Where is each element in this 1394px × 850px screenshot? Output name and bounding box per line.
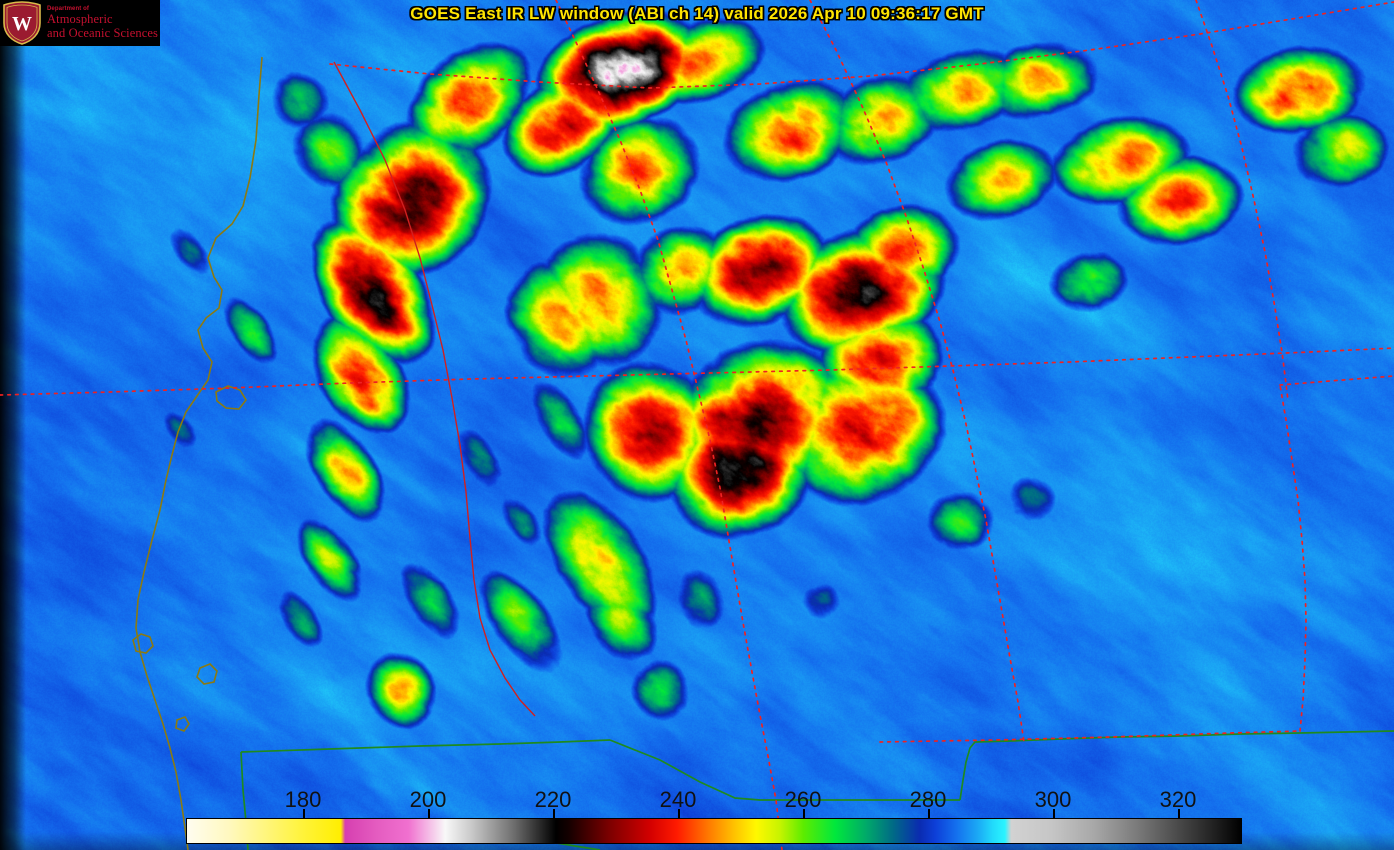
logo-line-1: Atmospheric xyxy=(47,12,113,26)
uw-crest-icon: W xyxy=(3,1,41,45)
svg-text:W: W xyxy=(12,13,32,35)
uw-aos-logo: W Department of Atmospheric and Oceanic … xyxy=(0,0,160,46)
colorbar xyxy=(186,809,1242,844)
colorbar-tick xyxy=(1178,809,1180,818)
colorbar-tick xyxy=(803,809,805,818)
logo-line-2: and Oceanic Sciences xyxy=(47,26,158,40)
colorbar-tick xyxy=(428,809,430,818)
colorbar-tick xyxy=(303,809,305,818)
colorbar-tick xyxy=(1053,809,1055,818)
colorbar-tick xyxy=(928,809,930,818)
coastline-overlay xyxy=(132,56,263,850)
colorbar-tick xyxy=(678,809,680,818)
state-border-overlay xyxy=(333,61,536,717)
colorbar-gradient xyxy=(186,818,1242,844)
colorbar-tick xyxy=(553,809,555,818)
political-border-overlay xyxy=(240,730,1394,850)
logo-department-line: Department of xyxy=(47,6,89,12)
